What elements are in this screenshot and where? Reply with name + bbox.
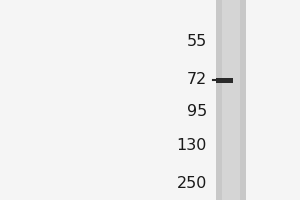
Text: 130: 130	[177, 138, 207, 154]
Bar	[222, 0, 240, 200]
Text: 72: 72	[187, 72, 207, 88]
Bar	[216, 0, 246, 200]
Bar	[216, 77, 232, 82]
Text: 95: 95	[187, 104, 207, 119]
Text: 55: 55	[187, 34, 207, 49]
Text: 250: 250	[177, 176, 207, 192]
